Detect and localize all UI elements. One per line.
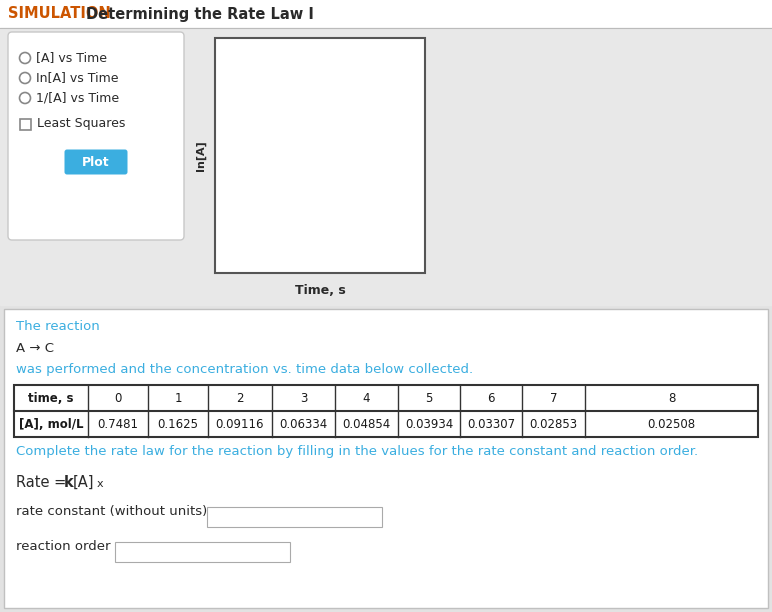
Text: 5: 5 <box>425 392 432 405</box>
Text: A → C: A → C <box>16 342 54 355</box>
Bar <box>0 28 772 305</box>
Text: was performed and the concentration vs. time data below collected.: was performed and the concentration vs. … <box>16 363 473 376</box>
Text: 1/[A] vs Time: 1/[A] vs Time <box>36 92 119 105</box>
Text: reaction order =: reaction order = <box>16 540 126 553</box>
Text: SIMULATION: SIMULATION <box>8 7 110 21</box>
Text: 6: 6 <box>487 392 495 405</box>
Text: k: k <box>64 475 74 490</box>
Text: x: x <box>97 479 103 489</box>
Bar <box>20 119 31 130</box>
Text: Least Squares: Least Squares <box>37 118 125 130</box>
Text: 0.7481: 0.7481 <box>97 417 138 430</box>
Text: 0.03307: 0.03307 <box>467 417 515 430</box>
Text: 0.02508: 0.02508 <box>648 417 696 430</box>
FancyBboxPatch shape <box>8 32 184 240</box>
Text: rate constant (without units) =: rate constant (without units) = <box>16 505 222 518</box>
FancyBboxPatch shape <box>65 149 127 174</box>
Text: Determining the Rate Law I: Determining the Rate Law I <box>86 7 314 21</box>
Bar <box>14 385 758 437</box>
Text: 0.1625: 0.1625 <box>157 417 198 430</box>
Text: The reaction: The reaction <box>16 320 100 333</box>
Text: 0.09116: 0.09116 <box>215 417 264 430</box>
Text: 0.03934: 0.03934 <box>405 417 453 430</box>
Bar <box>215 38 425 273</box>
Text: 0.04854: 0.04854 <box>342 417 391 430</box>
Bar <box>4 309 768 608</box>
Text: 3: 3 <box>300 392 307 405</box>
Text: 0.06334: 0.06334 <box>279 417 327 430</box>
Text: time, s: time, s <box>29 392 74 405</box>
Text: [A]: [A] <box>73 475 94 490</box>
Bar <box>115 542 290 562</box>
Text: In[A] vs Time: In[A] vs Time <box>36 72 118 84</box>
Text: 1: 1 <box>174 392 181 405</box>
Text: 2: 2 <box>236 392 244 405</box>
Text: Time, s: Time, s <box>295 285 345 297</box>
Text: Plot: Plot <box>82 155 110 168</box>
Text: In[A]: In[A] <box>196 140 206 171</box>
Text: Complete the rate law for the reaction by filling in the values for the rate con: Complete the rate law for the reaction b… <box>16 445 698 458</box>
Text: 0: 0 <box>114 392 122 405</box>
Text: 4: 4 <box>363 392 371 405</box>
Bar <box>0 0 772 28</box>
Text: Rate =: Rate = <box>16 475 71 490</box>
Text: 0.02853: 0.02853 <box>530 417 577 430</box>
Text: [A] vs Time: [A] vs Time <box>36 51 107 64</box>
Bar <box>207 507 382 527</box>
Text: 7: 7 <box>550 392 557 405</box>
Text: 8: 8 <box>668 392 676 405</box>
Text: [A], mol/L: [A], mol/L <box>19 417 83 430</box>
